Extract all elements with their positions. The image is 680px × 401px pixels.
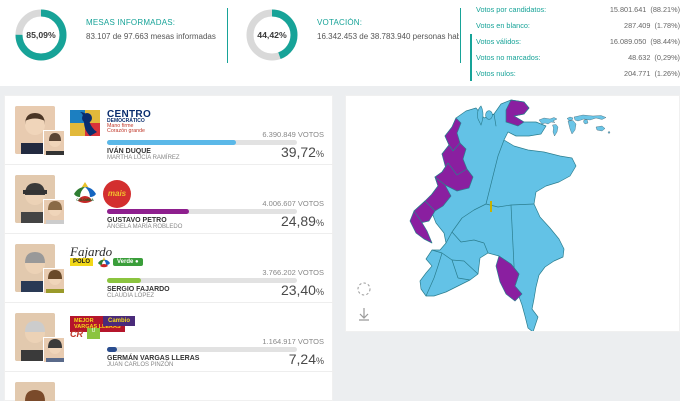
svg-text:COLOMBIA: COLOMBIA [76,198,94,202]
svg-text:mais: mais [108,189,127,198]
